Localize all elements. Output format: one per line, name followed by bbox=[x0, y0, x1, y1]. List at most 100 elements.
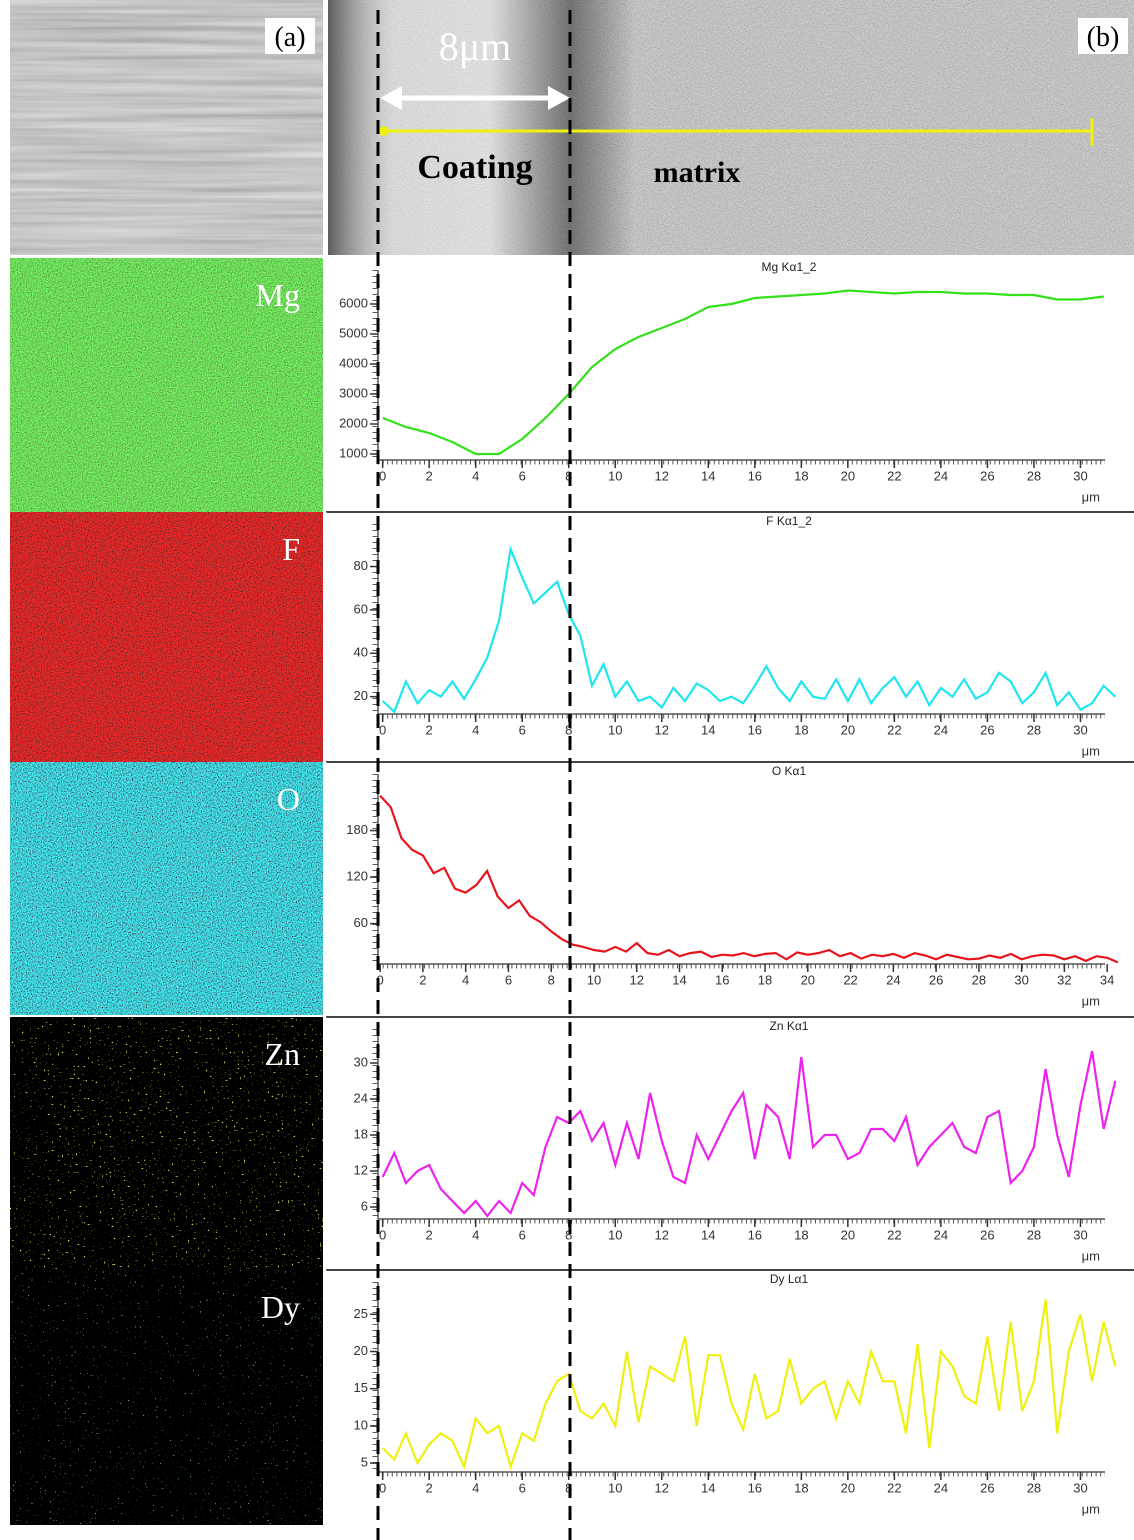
x-tick-label: 18 bbox=[794, 722, 808, 737]
x-tick-label: 10 bbox=[587, 972, 601, 987]
x-tick-label: 14 bbox=[701, 1227, 715, 1242]
x-tick-label: 6 bbox=[519, 722, 526, 737]
y-tick-label: 18 bbox=[354, 1126, 368, 1141]
x-tick-label: 18 bbox=[794, 1480, 808, 1495]
x-tick-label: 6 bbox=[505, 972, 512, 987]
x-tick-label: 16 bbox=[748, 722, 762, 737]
y-tick-label: 12 bbox=[354, 1162, 368, 1177]
y-tick-label: 20 bbox=[354, 1343, 368, 1358]
chart-title: Zn Kα1 bbox=[770, 1019, 809, 1033]
map-zn bbox=[10, 1017, 323, 1270]
x-tick-label: 30 bbox=[1014, 972, 1028, 987]
x-tick-label: 24 bbox=[886, 972, 900, 987]
x-tick-label: 14 bbox=[701, 468, 715, 483]
x-tick-label: 16 bbox=[748, 1227, 762, 1242]
panel-label: (a) bbox=[274, 22, 305, 53]
x-tick-label: 26 bbox=[929, 972, 943, 987]
x-tick-label: 24 bbox=[934, 1480, 948, 1495]
x-tick-label: 22 bbox=[887, 468, 901, 483]
x-tick-label: 6 bbox=[519, 468, 526, 483]
x-tick-label: 4 bbox=[472, 468, 479, 483]
x-tick-label: 0 bbox=[379, 1480, 386, 1495]
map-label: Dy bbox=[261, 1289, 300, 1325]
matrix-label: matrix bbox=[654, 156, 741, 189]
chart-title: F Kα1_2 bbox=[766, 514, 812, 528]
x-tick-label: 26 bbox=[980, 1227, 994, 1242]
x-tick-label: 28 bbox=[1027, 468, 1041, 483]
scale-arrowheads bbox=[380, 86, 570, 110]
line-series bbox=[381, 545, 1117, 714]
line-series bbox=[381, 1299, 1117, 1471]
x-tick-label: 10 bbox=[608, 1480, 622, 1495]
x-tick-label: 28 bbox=[1027, 1480, 1041, 1495]
x-tick-label: 8 bbox=[565, 1227, 572, 1242]
y-tick-label: 20 bbox=[354, 688, 368, 703]
x-tick-label: 22 bbox=[843, 972, 857, 987]
y-tick-label: 80 bbox=[354, 558, 368, 573]
x-tick-label: 28 bbox=[972, 972, 986, 987]
x-tick-label: 26 bbox=[980, 468, 994, 483]
chart-title: O Kα1 bbox=[772, 764, 807, 778]
map-dy bbox=[10, 1270, 323, 1525]
x-axis-label: μm bbox=[1082, 743, 1100, 758]
x-tick-label: 24 bbox=[934, 1227, 948, 1242]
x-tick-label: 30 bbox=[1073, 468, 1087, 483]
x-axis-label: μm bbox=[1082, 1501, 1100, 1516]
coating-shade bbox=[328, 0, 1134, 255]
x-tick-label: 4 bbox=[462, 972, 469, 987]
y-tick-label: 5 bbox=[361, 1455, 368, 1470]
x-tick-label: 26 bbox=[980, 1480, 994, 1495]
y-tick-label: 4000 bbox=[339, 355, 368, 370]
y-tick-label: 24 bbox=[354, 1090, 368, 1105]
x-tick-label: 30 bbox=[1073, 1227, 1087, 1242]
line-series bbox=[381, 1050, 1117, 1218]
x-tick-label: 4 bbox=[472, 1227, 479, 1242]
y-tick-label: 40 bbox=[354, 645, 368, 660]
x-tick-label: 2 bbox=[426, 468, 433, 483]
x-tick-label: 28 bbox=[1027, 1227, 1041, 1242]
x-tick-label: 10 bbox=[608, 468, 622, 483]
x-tick-label: 8 bbox=[548, 972, 555, 987]
map-label: Mg bbox=[256, 277, 300, 313]
x-tick-label: 18 bbox=[794, 1227, 808, 1242]
y-tick-label: 180 bbox=[346, 822, 368, 837]
y-tick-label: 6 bbox=[361, 1198, 368, 1213]
x-tick-label: 22 bbox=[887, 722, 901, 737]
x-tick-label: 20 bbox=[841, 722, 855, 737]
x-tick-label: 6 bbox=[519, 1480, 526, 1495]
map-f bbox=[10, 512, 323, 762]
x-tick-label: 16 bbox=[748, 468, 762, 483]
x-tick-label: 16 bbox=[715, 972, 729, 987]
label-box bbox=[265, 18, 315, 54]
x-tick-label: 22 bbox=[887, 1480, 901, 1495]
x-tick-label: 12 bbox=[630, 972, 644, 987]
x-tick-label: 12 bbox=[655, 1227, 669, 1242]
x-tick-label: 34 bbox=[1100, 972, 1114, 987]
x-tick-label: 20 bbox=[841, 1480, 855, 1495]
line-series bbox=[379, 794, 1119, 964]
map-label: O bbox=[277, 781, 300, 817]
panel-label: (b) bbox=[1087, 22, 1120, 53]
y-tick-label: 10 bbox=[354, 1417, 368, 1432]
x-tick-label: 2 bbox=[426, 722, 433, 737]
x-tick-label: 24 bbox=[934, 468, 948, 483]
x-tick-label: 2 bbox=[419, 972, 426, 987]
y-tick-label: 5000 bbox=[339, 325, 368, 340]
x-tick-label: 30 bbox=[1073, 1480, 1087, 1495]
y-tick-label: 25 bbox=[354, 1306, 368, 1321]
map-label: F bbox=[282, 531, 300, 567]
y-tick-label: 6000 bbox=[339, 295, 368, 310]
x-tick-label: 20 bbox=[841, 1227, 855, 1242]
x-tick-label: 14 bbox=[701, 722, 715, 737]
x-tick-label: 0 bbox=[379, 1227, 386, 1242]
line-series bbox=[382, 289, 1104, 456]
x-tick-label: 6 bbox=[519, 1227, 526, 1242]
x-tick-label: 0 bbox=[379, 722, 386, 737]
x-tick-label: 12 bbox=[655, 1480, 669, 1495]
x-axis-label: μm bbox=[1082, 993, 1100, 1008]
x-tick-label: 30 bbox=[1073, 722, 1087, 737]
chart-title: Mg Kα1_2 bbox=[762, 260, 817, 274]
map-label: Zn bbox=[264, 1036, 300, 1072]
